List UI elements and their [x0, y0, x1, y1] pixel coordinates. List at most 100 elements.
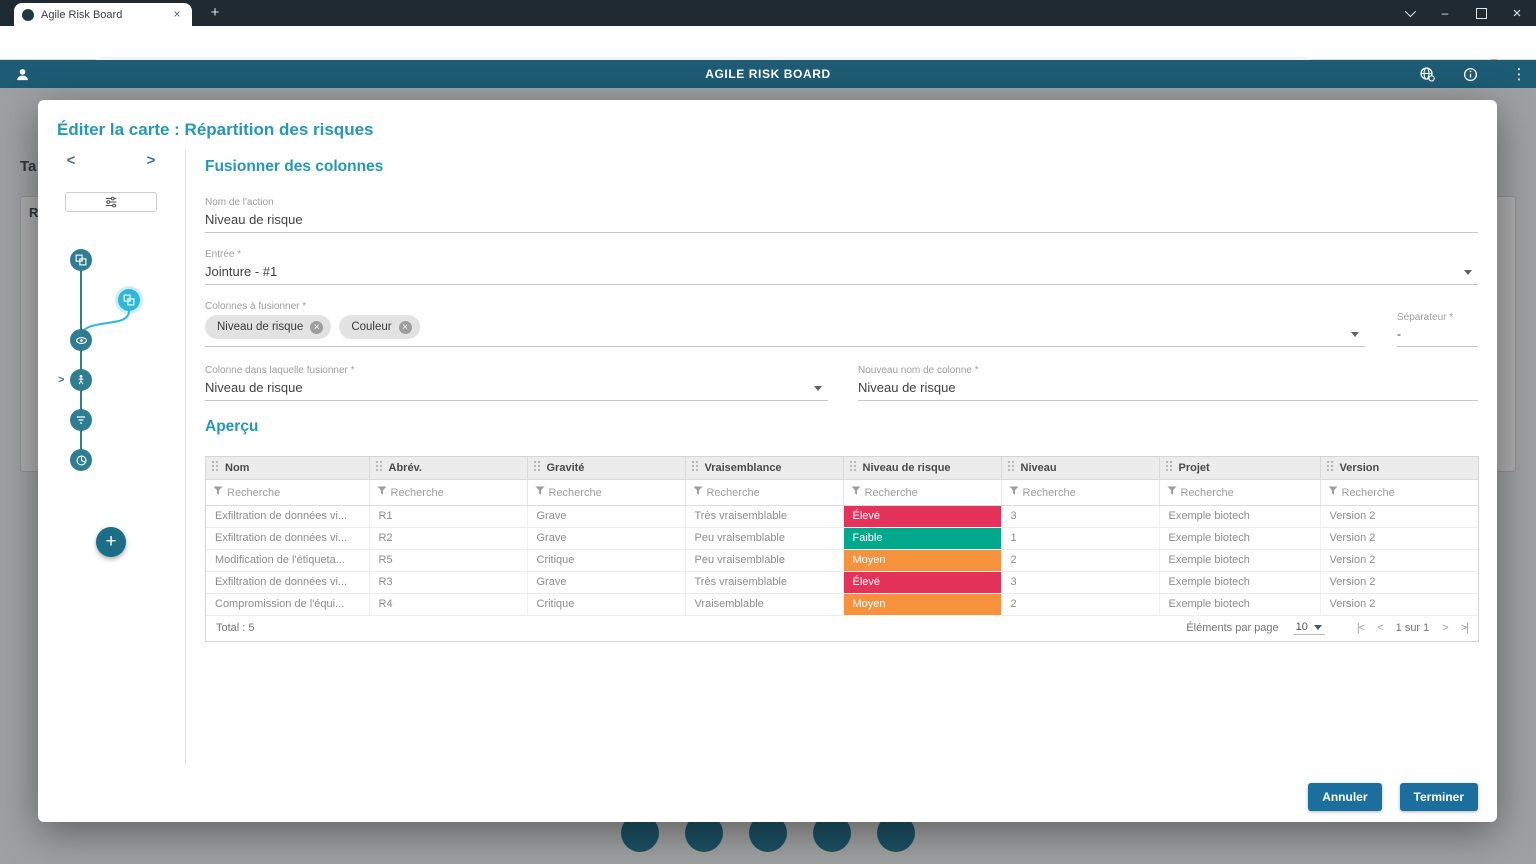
field-columns-to-merge[interactable]: Colonnes à fusionner * Niveau de risque …: [205, 298, 1365, 347]
browser-tab[interactable]: Agile Risk Board: [14, 3, 192, 26]
column-header-niveau[interactable]: Niveau: [1001, 457, 1160, 480]
cell-version: Version 2: [1320, 571, 1478, 594]
column-header-gravite[interactable]: Gravité: [527, 457, 686, 480]
pipeline-node-preview[interactable]: [70, 329, 92, 351]
risk-badge-cell: Élevé: [843, 571, 1002, 594]
dropdown-caret-icon: [1313, 624, 1322, 630]
column-header-nom[interactable]: Nom: [206, 457, 370, 480]
eye-icon: [75, 336, 87, 344]
cell-projet: Exemple biotech: [1159, 549, 1321, 572]
panel-divider: [185, 150, 186, 765]
new-tab-button[interactable]: [206, 4, 224, 22]
cell-gravite: Grave: [527, 527, 686, 550]
column-header-version[interactable]: Version: [1320, 457, 1478, 480]
table-row[interactable]: Modification de l'étiqueta... R5 Critiqu…: [206, 549, 1478, 572]
filter-cell[interactable]: Recherche: [1001, 479, 1160, 506]
drag-handle-icon[interactable]: [212, 461, 220, 472]
user-person-icon[interactable]: [13, 65, 31, 83]
field-label: Entrée *: [205, 249, 242, 260]
filter-cell[interactable]: Recherche: [843, 479, 1002, 506]
cell-niveau: 3: [1001, 505, 1160, 528]
window-close-button[interactable]: [1500, 0, 1534, 26]
pipeline-node-join-active[interactable]: [118, 289, 140, 311]
tab-close-icon[interactable]: [170, 8, 184, 22]
drag-handle-icon[interactable]: [1007, 461, 1016, 472]
column-header-niveau-de-risque[interactable]: Niveau de risque: [843, 457, 1002, 480]
dropdown-caret-icon[interactable]: [1351, 332, 1359, 337]
prev-page-icon[interactable]: [1377, 622, 1382, 634]
globe-status-icon[interactable]: [1418, 65, 1436, 83]
field-action-name[interactable]: Nom de l'action Niveau de risque: [205, 194, 1478, 233]
filter-cell[interactable]: Recherche: [1320, 479, 1478, 506]
add-node-button[interactable]: [96, 527, 126, 557]
app-menu-icon[interactable]: [1510, 65, 1528, 83]
pipeline-node-chart[interactable]: [70, 449, 92, 471]
filter-cell[interactable]: Recherche: [1159, 479, 1321, 506]
cell-vraisemblance: Peu vraisemblable: [685, 527, 844, 550]
table-row[interactable]: Compromission de l'équi... R4 Critique V…: [206, 593, 1478, 616]
dropdown-caret-icon[interactable]: [814, 386, 822, 391]
risk-badge-cell: Moyen: [843, 593, 1002, 616]
column-header-abrev[interactable]: Abrév.: [369, 457, 528, 480]
finish-button[interactable]: Terminer: [1399, 783, 1478, 811]
next-page-icon[interactable]: [1442, 622, 1447, 634]
dropdown-caret-icon[interactable]: [1464, 270, 1472, 275]
table-row[interactable]: Exfiltration de données vi... R1 Grave T…: [206, 505, 1478, 528]
chip-column[interactable]: Couleur: [339, 315, 420, 339]
node-expand-chevron-icon[interactable]: [58, 374, 64, 386]
separator-input[interactable]: -: [1397, 327, 1401, 341]
filter-cell[interactable]: Recherche: [527, 479, 686, 506]
minimize-button[interactable]: [1428, 0, 1462, 26]
filter-cell[interactable]: Recherche: [206, 479, 370, 506]
cancel-button[interactable]: Annuler: [1308, 783, 1382, 811]
column-header-vraisemblance[interactable]: Vraisemblance: [685, 457, 844, 480]
chevron-left-icon[interactable]: [62, 152, 80, 170]
column-header-projet[interactable]: Projet: [1159, 457, 1321, 480]
table-row[interactable]: Exfiltration de données vi... R3 Grave T…: [206, 571, 1478, 594]
chip-column[interactable]: Niveau de risque: [205, 315, 332, 339]
filter-cell[interactable]: Recherche: [685, 479, 844, 506]
join-icon: [75, 254, 87, 266]
action-name-input[interactable]: Niveau de risque: [205, 212, 303, 227]
last-page-icon[interactable]: [1461, 622, 1468, 634]
tab-search-icon[interactable]: [1392, 0, 1426, 26]
chevron-right-icon[interactable]: [142, 152, 160, 170]
info-icon[interactable]: [1461, 65, 1479, 83]
cell-nom: Exfiltration de données vi...: [206, 505, 370, 528]
drag-handle-icon[interactable]: [1326, 461, 1335, 472]
column-label: Nom: [225, 462, 250, 475]
join-icon: [123, 294, 135, 306]
funnel-filter-icon: [851, 486, 860, 495]
merge-into-select-value[interactable]: Niveau de risque: [205, 380, 303, 395]
field-merge-into[interactable]: Colonne dans laquelle fusionner * Niveau…: [205, 362, 828, 401]
chip-remove-icon[interactable]: [310, 320, 324, 334]
cell-niveau: 3: [1001, 571, 1160, 594]
cell-projet: Exemple biotech: [1159, 571, 1321, 594]
field-new-column-name[interactable]: Nouveau nom de colonne * Niveau de risqu…: [858, 362, 1478, 401]
filter-placeholder: Recherche: [1180, 487, 1234, 499]
first-page-icon[interactable]: [1357, 622, 1364, 634]
maximize-button[interactable]: [1464, 0, 1498, 26]
chip-remove-icon[interactable]: [398, 320, 412, 334]
input-select-value[interactable]: Jointure - #1: [205, 264, 278, 279]
drag-handle-icon[interactable]: [691, 461, 700, 472]
cell-abrev: R5: [369, 549, 528, 572]
pipeline-node-person[interactable]: [70, 369, 92, 391]
filter-placeholder: Recherche: [1341, 487, 1395, 499]
new-column-name-input[interactable]: Niveau de risque: [858, 380, 956, 395]
drag-handle-icon[interactable]: [849, 461, 858, 472]
pipeline-node-filter[interactable]: [70, 409, 92, 431]
drag-handle-icon[interactable]: [375, 461, 384, 472]
field-separator[interactable]: Séparateur * -: [1397, 309, 1478, 347]
total-count: Total : 5: [216, 622, 255, 634]
per-page-select[interactable]: 10: [1292, 621, 1325, 635]
table-row[interactable]: Exfiltration de données vi... R2 Grave P…: [206, 527, 1478, 550]
drag-handle-icon[interactable]: [1165, 461, 1174, 472]
filter-placeholder: Recherche: [864, 487, 918, 499]
field-input-select[interactable]: Entrée * Jointure - #1: [205, 246, 1478, 285]
pipeline-node-join[interactable]: [70, 249, 92, 271]
tune-settings-button[interactable]: [65, 192, 157, 212]
field-label: Séparateur *: [1397, 312, 1454, 323]
filter-cell[interactable]: Recherche: [369, 479, 528, 506]
drag-handle-icon[interactable]: [533, 461, 542, 472]
